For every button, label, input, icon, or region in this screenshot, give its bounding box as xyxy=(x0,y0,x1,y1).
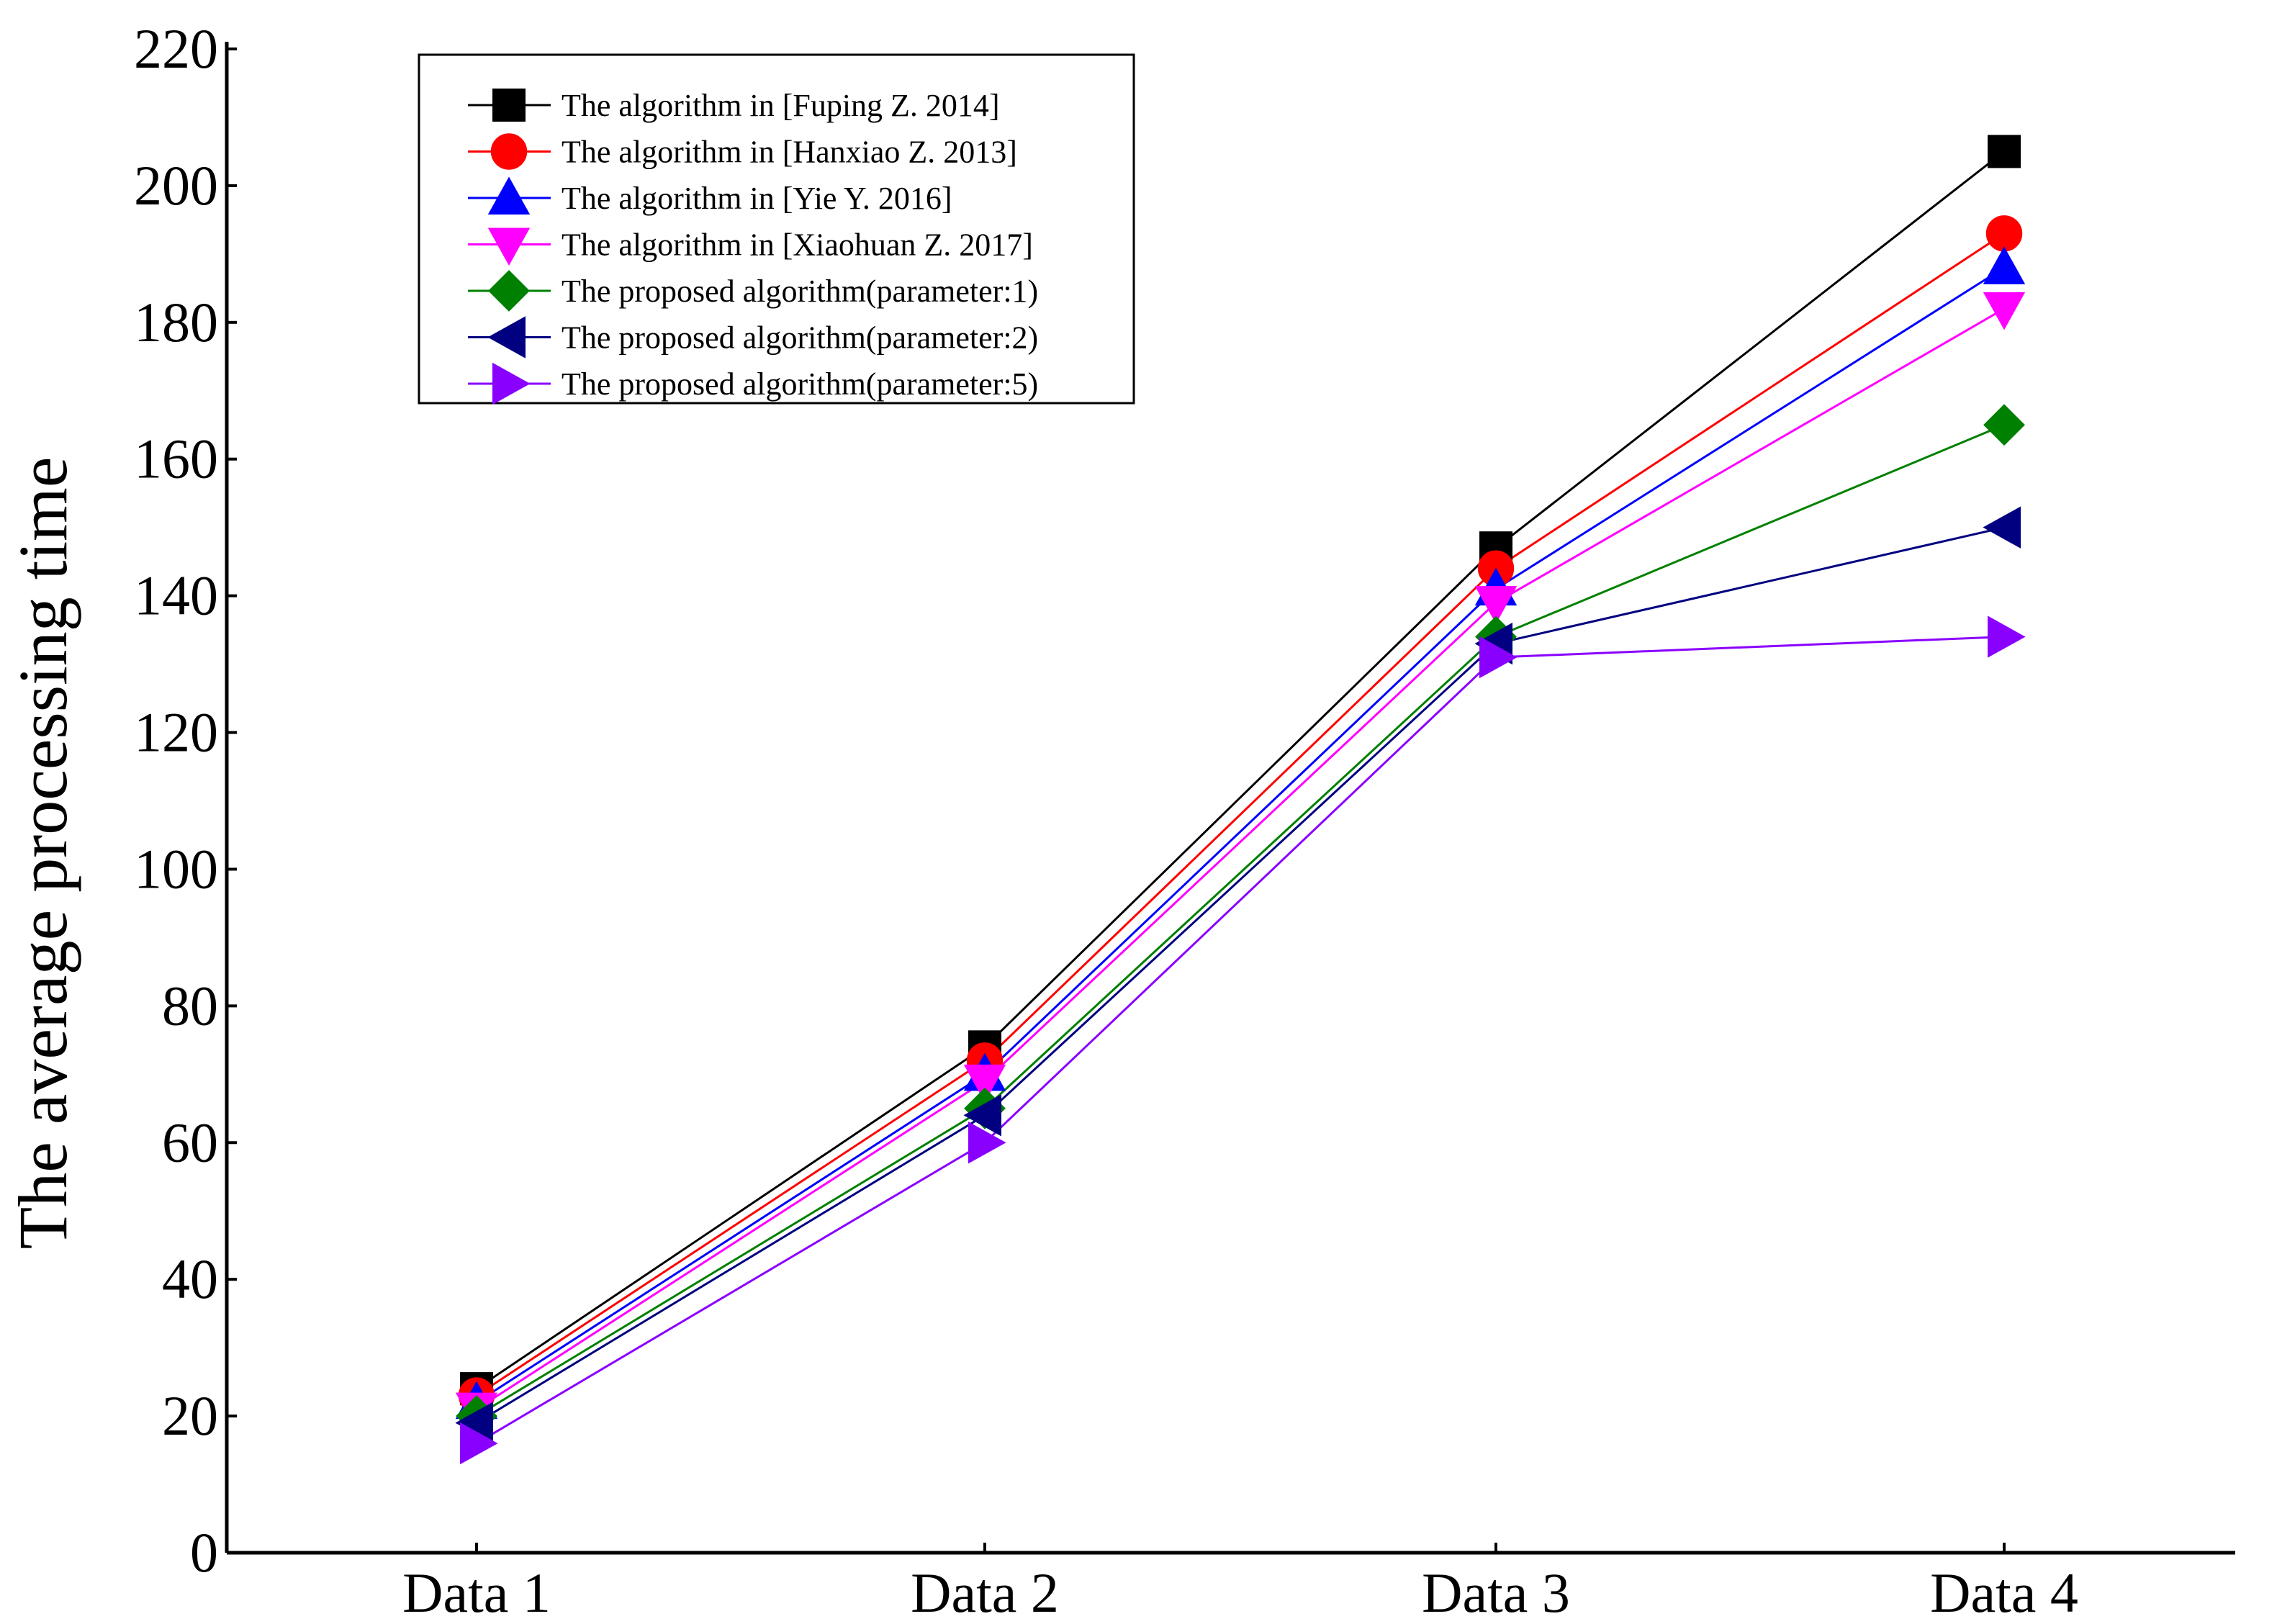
series-line-5 xyxy=(476,423,2005,1417)
x-tick-label: Data 1 xyxy=(402,1561,551,1624)
series-line-1 xyxy=(476,150,2005,1390)
legend-label-2: The algorithm in [Hanxiao Z. 2013] xyxy=(562,135,1017,170)
x-tick-label: Data 4 xyxy=(1930,1561,2078,1624)
data-point-series-7-2 xyxy=(968,1122,1006,1164)
data-point-series-6-2 xyxy=(963,1094,1001,1137)
y-tick-label: 220 xyxy=(134,17,218,80)
data-point-series-2-4 xyxy=(1985,215,2023,252)
series-line-4 xyxy=(476,307,2005,1410)
y-tick-label: 20 xyxy=(162,1384,218,1447)
x-ticks: Data 1 Data 2 Data 3 Data 4 xyxy=(402,1543,2078,1624)
y-tick-label: 140 xyxy=(134,564,218,627)
y-tick-label: 120 xyxy=(134,701,218,764)
series-line-7 xyxy=(476,636,2005,1445)
data-point-series-7-3 xyxy=(1479,636,1518,679)
y-tick-label: 0 xyxy=(190,1521,218,1584)
legend-label-7: The proposed algorithm(parameter:5) xyxy=(562,366,1038,402)
data-point-series-4-2 xyxy=(963,1064,1006,1103)
y-tick-label: 160 xyxy=(134,428,218,490)
legend-marker-6 xyxy=(487,316,526,358)
legend-label-5: The proposed algorithm(parameter:1) xyxy=(562,274,1038,309)
series-line-2 xyxy=(476,233,2005,1397)
legend-label-3: The algorithm in [Yie Y. 2016] xyxy=(562,181,952,216)
data-point-series-7-4 xyxy=(1988,615,2026,658)
legend-label-6: The proposed algorithm(parameter:2) xyxy=(562,320,1038,356)
legend-marker-7 xyxy=(492,362,531,405)
y-tick-label: 200 xyxy=(134,154,218,217)
data-point-series-6-4 xyxy=(1983,506,2021,549)
x-tick-label: Data 3 xyxy=(1422,1561,1570,1624)
series-line-3 xyxy=(476,266,2005,1404)
data-point-series-1-4 xyxy=(1988,135,2021,168)
data-point-series-4-3 xyxy=(1474,586,1518,624)
y-tick-label: 60 xyxy=(162,1111,218,1173)
y-tick-label: 100 xyxy=(134,837,218,900)
legend-marker-3 xyxy=(487,176,531,215)
series-line-6 xyxy=(476,526,2005,1424)
data-point-series-3-4 xyxy=(1983,246,2026,284)
legend-box xyxy=(418,53,1135,405)
y-axis-label: The average processing time xyxy=(4,457,81,1250)
axes xyxy=(225,42,2235,1555)
y-ticks: 0 20 40 60 80 100 120 140 160 180 200 220 xyxy=(134,17,237,1584)
legend-marker-5 xyxy=(488,270,530,312)
legend-label-4: The algorithm in [Xiaohuan Z. 2017] xyxy=(562,227,1033,263)
legend-marker-4 xyxy=(487,227,531,266)
series-lines xyxy=(476,150,2005,1445)
data-point-series-4-4 xyxy=(1983,292,2026,330)
data-point-series-5-4 xyxy=(1983,404,2025,446)
y-tick-label: 40 xyxy=(162,1248,218,1310)
legend-marker-1 xyxy=(492,89,526,122)
legend: The algorithm in [Fuping Z. 2014] The alg… xyxy=(418,53,1135,405)
x-tick-label: Data 2 xyxy=(911,1561,1059,1624)
y-tick-label: 80 xyxy=(162,974,218,1037)
legend-marker-2 xyxy=(490,133,528,170)
legend-label-1: The algorithm in [Fuping Z. 2014] xyxy=(562,88,1000,123)
series-markers xyxy=(455,135,2026,1465)
data-point-series-7-1 xyxy=(460,1422,498,1465)
y-tick-label: 180 xyxy=(134,291,218,353)
